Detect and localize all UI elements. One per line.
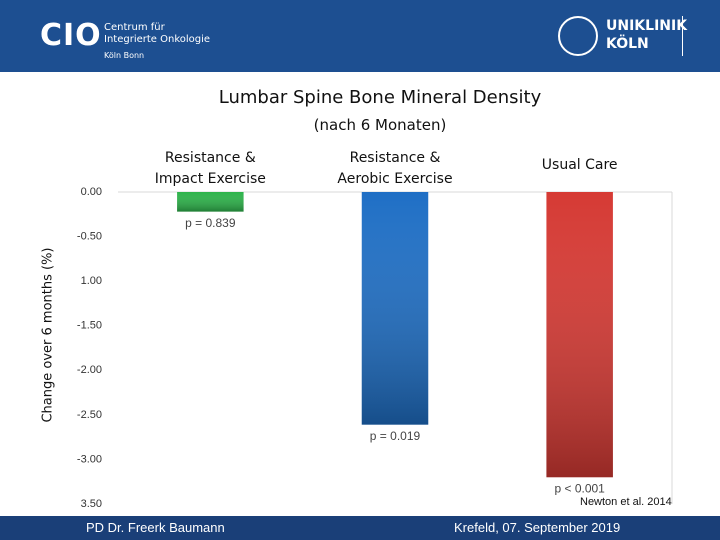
y-tick-label: -0.50 — [77, 230, 102, 242]
bar-shade — [177, 192, 244, 212]
seal — [558, 16, 598, 56]
logo-text: Centrum für — [104, 22, 165, 33]
y-tick-label: 3.50 — [81, 498, 102, 510]
category-label: Resistance & Impact Exercise — [154, 150, 266, 187]
bar-shade — [546, 192, 613, 478]
logo-mark: CIO — [40, 18, 102, 53]
y-tick-label: 1.00 — [81, 275, 102, 287]
logo-text: Integrierte Onkologie — [104, 34, 211, 45]
footer-text: PD Dr. Freerk Baumann — [86, 520, 225, 535]
chart-subtitle: (nach 6 Monaten) — [313, 116, 447, 134]
logo-text: UNIKLINIK — [606, 18, 688, 34]
logo-text: KÖLN — [606, 36, 649, 52]
y-tick-label: -1.50 — [77, 320, 102, 332]
source: Newton et al. 2014 — [580, 496, 672, 508]
y-tick-label: 0.00 — [81, 186, 102, 198]
footer-text: Krefeld, 07. September 2019 — [454, 520, 621, 535]
header: CIO Centrum für Integrierte Onkologie Kö… — [0, 0, 720, 72]
chart-title: Lumbar Spine Bone Mineral Density — [218, 87, 542, 108]
p-value: p = 0.839 — [185, 216, 236, 230]
y-tick-label: -2.00 — [77, 364, 102, 376]
bar-shade — [361, 192, 429, 425]
footer: PD Dr. Freerk Baumann Krefeld, 07. Septe… — [0, 516, 720, 540]
divider — [682, 16, 683, 56]
p-value: p < 0.001 — [554, 481, 605, 495]
category-label: Usual Care — [541, 157, 618, 173]
p-value: p = 0.019 — [370, 429, 421, 443]
logo-text: Köln Bonn — [104, 51, 145, 60]
y-axis-label: Change over 6 months (%) — [41, 247, 56, 422]
y-tick-label: -3.00 — [77, 453, 102, 465]
category-label: Resistance & Aerobic Exercise — [337, 150, 453, 187]
y-tick-label: -2.50 — [77, 409, 102, 421]
